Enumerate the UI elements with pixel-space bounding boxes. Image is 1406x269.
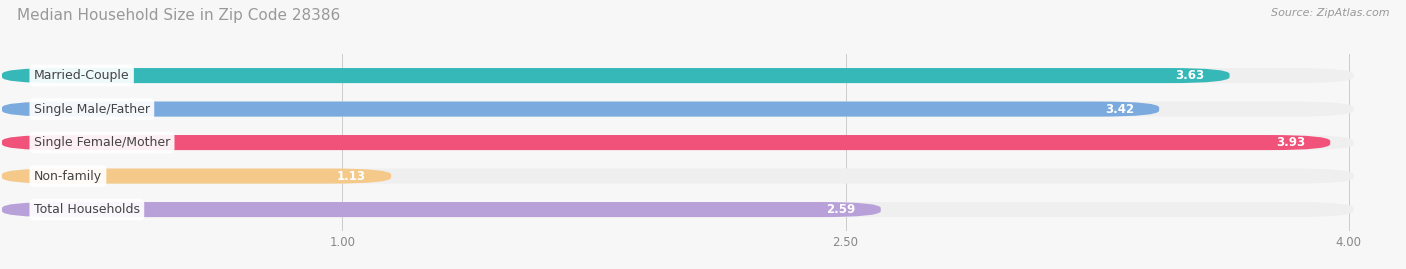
FancyBboxPatch shape	[1, 101, 1159, 116]
FancyBboxPatch shape	[1, 169, 1354, 184]
Text: 2.59: 2.59	[827, 203, 856, 216]
FancyBboxPatch shape	[1, 135, 1330, 150]
Text: 3.93: 3.93	[1275, 136, 1305, 149]
Text: Source: ZipAtlas.com: Source: ZipAtlas.com	[1271, 8, 1389, 18]
FancyBboxPatch shape	[1, 135, 1354, 150]
FancyBboxPatch shape	[1, 169, 391, 184]
Text: 3.63: 3.63	[1175, 69, 1205, 82]
FancyBboxPatch shape	[1, 68, 1230, 83]
Text: 3.42: 3.42	[1105, 102, 1135, 116]
Text: Single Male/Father: Single Male/Father	[34, 102, 150, 116]
FancyBboxPatch shape	[1, 202, 1354, 217]
FancyBboxPatch shape	[1, 202, 880, 217]
Text: Median Household Size in Zip Code 28386: Median Household Size in Zip Code 28386	[17, 8, 340, 23]
Text: 1.13: 1.13	[337, 169, 366, 183]
Text: Total Households: Total Households	[34, 203, 139, 216]
FancyBboxPatch shape	[1, 101, 1354, 116]
Text: Single Female/Mother: Single Female/Mother	[34, 136, 170, 149]
FancyBboxPatch shape	[1, 68, 1354, 83]
Text: Non-family: Non-family	[34, 169, 103, 183]
Text: Married-Couple: Married-Couple	[34, 69, 129, 82]
